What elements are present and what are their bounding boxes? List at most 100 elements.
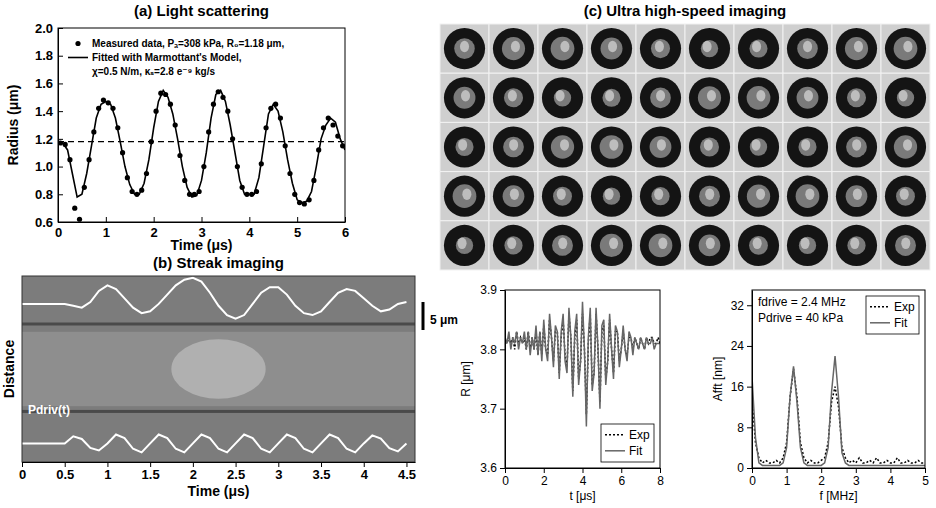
bubble-highlight [654,188,663,200]
tick-mark [58,83,63,84]
video-frame [881,172,930,221]
annotation: fdrive = 2.4 MHz [758,295,846,309]
bubble-shell [640,126,681,167]
bubble-shell [591,225,632,266]
bubble-highlight [560,139,569,151]
bubble-highlight [900,188,909,200]
video-frame [783,172,832,221]
frame-background [783,172,832,221]
bubble-core [649,234,673,258]
tick-label: 0 [19,467,26,482]
frame-background [636,122,685,171]
tick-label: 0 [55,225,62,240]
bubble-highlight [655,41,664,53]
bubble-highlight [609,238,618,250]
video-frame [734,122,783,171]
tick: 3.6 [480,461,505,475]
bubble-core [454,87,476,109]
video-frame [587,122,636,171]
tick: 1.4 [35,104,63,119]
tick: 1.5 [142,462,160,482]
frame-background [538,221,587,270]
y-axis-title: Distance [1,340,17,399]
frame-background [587,24,636,73]
frame-background [734,172,783,221]
frame-background [783,221,832,270]
video-frame [489,221,538,270]
tick: 8 [737,421,752,435]
bubble-highlight [707,90,716,102]
frame-background [881,24,930,73]
chart-title: (c) Ultra high-speed imaging [584,2,787,19]
video-frame [538,73,587,122]
bubble-shell [738,77,779,118]
bubble-core [454,38,475,59]
bubble-shell [885,126,926,167]
legend-label: Fit [629,444,643,458]
data-point [77,217,82,222]
tick-mark [747,387,752,388]
bubble-shell [542,77,583,118]
bubble-core [750,138,767,155]
frame-background [440,221,489,270]
bubble-highlight [704,139,713,151]
tick: 5 [294,217,301,240]
video-frame [587,221,636,270]
bubble-core [845,37,868,60]
frame-background [685,172,734,221]
video-frame [832,24,881,73]
bubble-core [699,235,721,257]
bubble-highlight [752,41,761,53]
y-axis-title: Afft [nm] [711,357,725,401]
video-frame [881,73,930,122]
x-axis: 00.511.522.533.544.5 [19,462,416,482]
video-frame [538,221,587,270]
bubble-core [650,87,671,108]
frame-background [587,172,636,221]
bubble-shell [444,28,485,69]
video-frame [440,172,489,221]
frame-background [489,73,538,122]
tick: 4 [580,468,587,488]
legend-marker [870,322,890,324]
tick-mark [787,468,788,473]
tick-mark [297,217,298,222]
frame-background [538,24,587,73]
panel: 024683.63.73.83.9t [μs]R [μm]ExpFit [459,283,664,503]
bubble-core [601,38,623,60]
annotation: χ=0.5 N/m, κₛ=2.8 e⁻⁹ kg/s [92,66,215,77]
data-line [752,356,925,465]
video-frame [685,122,734,171]
bubble-highlight [605,90,614,102]
bubble-shell [885,28,926,69]
tick-label: 5 [922,474,929,488]
video-frame [538,172,587,221]
tick-label: 1 [784,474,791,488]
tick-label: 4 [580,474,587,488]
legend-marker [605,434,625,436]
video-frame [734,24,783,73]
bubble-highlight [609,139,618,151]
bubble-shell [836,77,877,118]
image-background [22,276,415,462]
tick-mark [106,217,107,222]
data-line [22,278,406,319]
axis-line [753,468,926,469]
frame-background [489,24,538,73]
bubble-shell [787,126,828,167]
bubble-shell [640,176,681,217]
image-band [22,323,415,326]
tick-mark [58,28,63,29]
scale-bar [422,302,425,330]
tick-mark [505,468,506,473]
bubble-highlight [656,90,665,102]
bubble-core [894,135,917,158]
bubble-highlight [804,90,813,102]
frame-background [832,73,881,122]
tick-mark [856,468,857,473]
bubble-shell [738,176,779,217]
bubble-shell [640,225,681,266]
tick-label: 3 [853,474,860,488]
bubble-core [847,88,866,107]
tick-label: 3.5 [312,467,330,482]
